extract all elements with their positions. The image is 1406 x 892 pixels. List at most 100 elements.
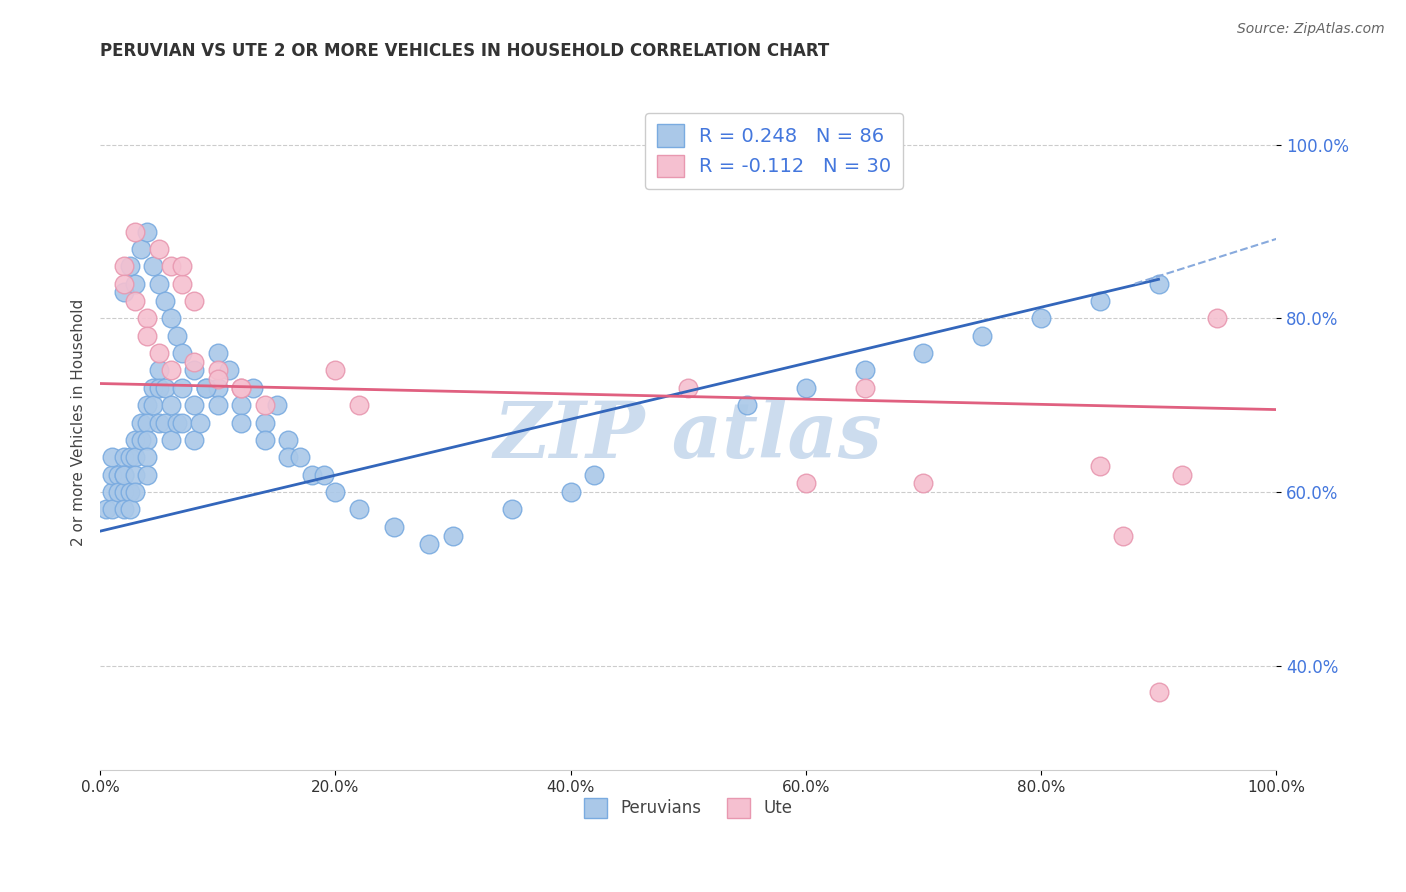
Point (124, 450, 146, 465)
Point (112, 485, 135, 500)
Point (323, 485, 346, 500)
Y-axis label: 2 or more Vehicles in Household: 2 or more Vehicles in Household (72, 299, 86, 546)
Point (266, 398, 288, 412)
Point (207, 346, 229, 360)
Point (560, 485, 582, 500)
Point (207, 398, 229, 412)
Point (159, 433, 181, 447)
Point (148, 363, 170, 377)
Point (912, 476, 935, 491)
Point (142, 260, 165, 274)
Point (159, 260, 181, 274)
Text: PERUVIAN VS UTE 2 OR MORE VEHICLES IN HOUSEHOLD CORRELATION CHART: PERUVIAN VS UTE 2 OR MORE VEHICLES IN HO… (100, 42, 830, 60)
Point (101, 467, 124, 482)
Point (148, 381, 170, 395)
Point (253, 416, 276, 430)
Point (136, 450, 159, 465)
Point (101, 502, 124, 516)
Point (124, 467, 146, 482)
Point (124, 293, 146, 308)
Point (112, 502, 135, 516)
Point (153, 293, 176, 308)
Point (107, 485, 129, 500)
Point (972, 328, 994, 343)
Text: Source: ZipAtlas.com: Source: ZipAtlas.com (1237, 22, 1385, 37)
Point (301, 467, 323, 482)
Point (124, 277, 146, 291)
Point (347, 502, 370, 516)
Point (112, 450, 135, 465)
Point (1147, 277, 1170, 291)
Point (172, 346, 194, 360)
Point (188, 416, 211, 430)
Point (112, 285, 135, 300)
Point (1171, 467, 1194, 482)
Point (136, 311, 159, 326)
Point (159, 311, 181, 326)
Point (853, 381, 876, 395)
Point (118, 260, 141, 274)
Point (323, 363, 346, 377)
Point (112, 277, 135, 291)
Point (159, 398, 181, 412)
Point (172, 277, 194, 291)
Point (159, 363, 181, 377)
Point (118, 485, 141, 500)
Point (1088, 458, 1111, 473)
Point (129, 242, 152, 256)
Point (735, 398, 758, 412)
Legend: Peruvians, Ute: Peruvians, Ute (578, 791, 799, 824)
Point (277, 450, 299, 465)
Point (148, 346, 170, 360)
Point (148, 277, 170, 291)
Point (107, 467, 129, 482)
Point (1147, 685, 1170, 699)
Point (112, 467, 135, 482)
Point (676, 381, 699, 395)
Point (142, 381, 165, 395)
Point (148, 242, 170, 256)
Point (242, 381, 264, 395)
Point (253, 398, 276, 412)
Point (112, 260, 135, 274)
Point (231, 416, 253, 430)
Point (794, 381, 817, 395)
Point (1112, 528, 1135, 542)
Point (153, 416, 176, 430)
Point (501, 502, 523, 516)
Point (129, 416, 152, 430)
Point (118, 450, 141, 465)
Point (194, 381, 217, 395)
Point (194, 381, 217, 395)
Point (136, 416, 159, 430)
Point (418, 537, 440, 551)
Point (183, 355, 205, 369)
Point (1029, 311, 1052, 326)
Point (166, 416, 188, 430)
Point (94, 502, 117, 516)
Point (231, 381, 253, 395)
Point (1088, 293, 1111, 308)
Point (142, 398, 165, 412)
Point (124, 433, 146, 447)
Point (172, 260, 194, 274)
Point (136, 467, 159, 482)
Point (136, 225, 159, 239)
Point (183, 363, 205, 377)
Point (441, 528, 464, 542)
Text: ZIP atlas: ZIP atlas (494, 398, 883, 475)
Point (253, 433, 276, 447)
Point (101, 485, 124, 500)
Point (136, 433, 159, 447)
Point (218, 363, 240, 377)
Point (794, 476, 817, 491)
Point (1206, 311, 1229, 326)
Point (129, 433, 152, 447)
Point (166, 328, 188, 343)
Point (288, 450, 311, 465)
Point (172, 381, 194, 395)
Point (583, 467, 606, 482)
Point (277, 433, 299, 447)
Point (853, 363, 876, 377)
Point (347, 398, 370, 412)
